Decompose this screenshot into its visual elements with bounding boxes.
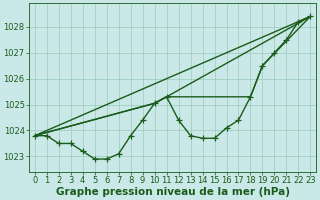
X-axis label: Graphe pression niveau de la mer (hPa): Graphe pression niveau de la mer (hPa) (56, 187, 290, 197)
